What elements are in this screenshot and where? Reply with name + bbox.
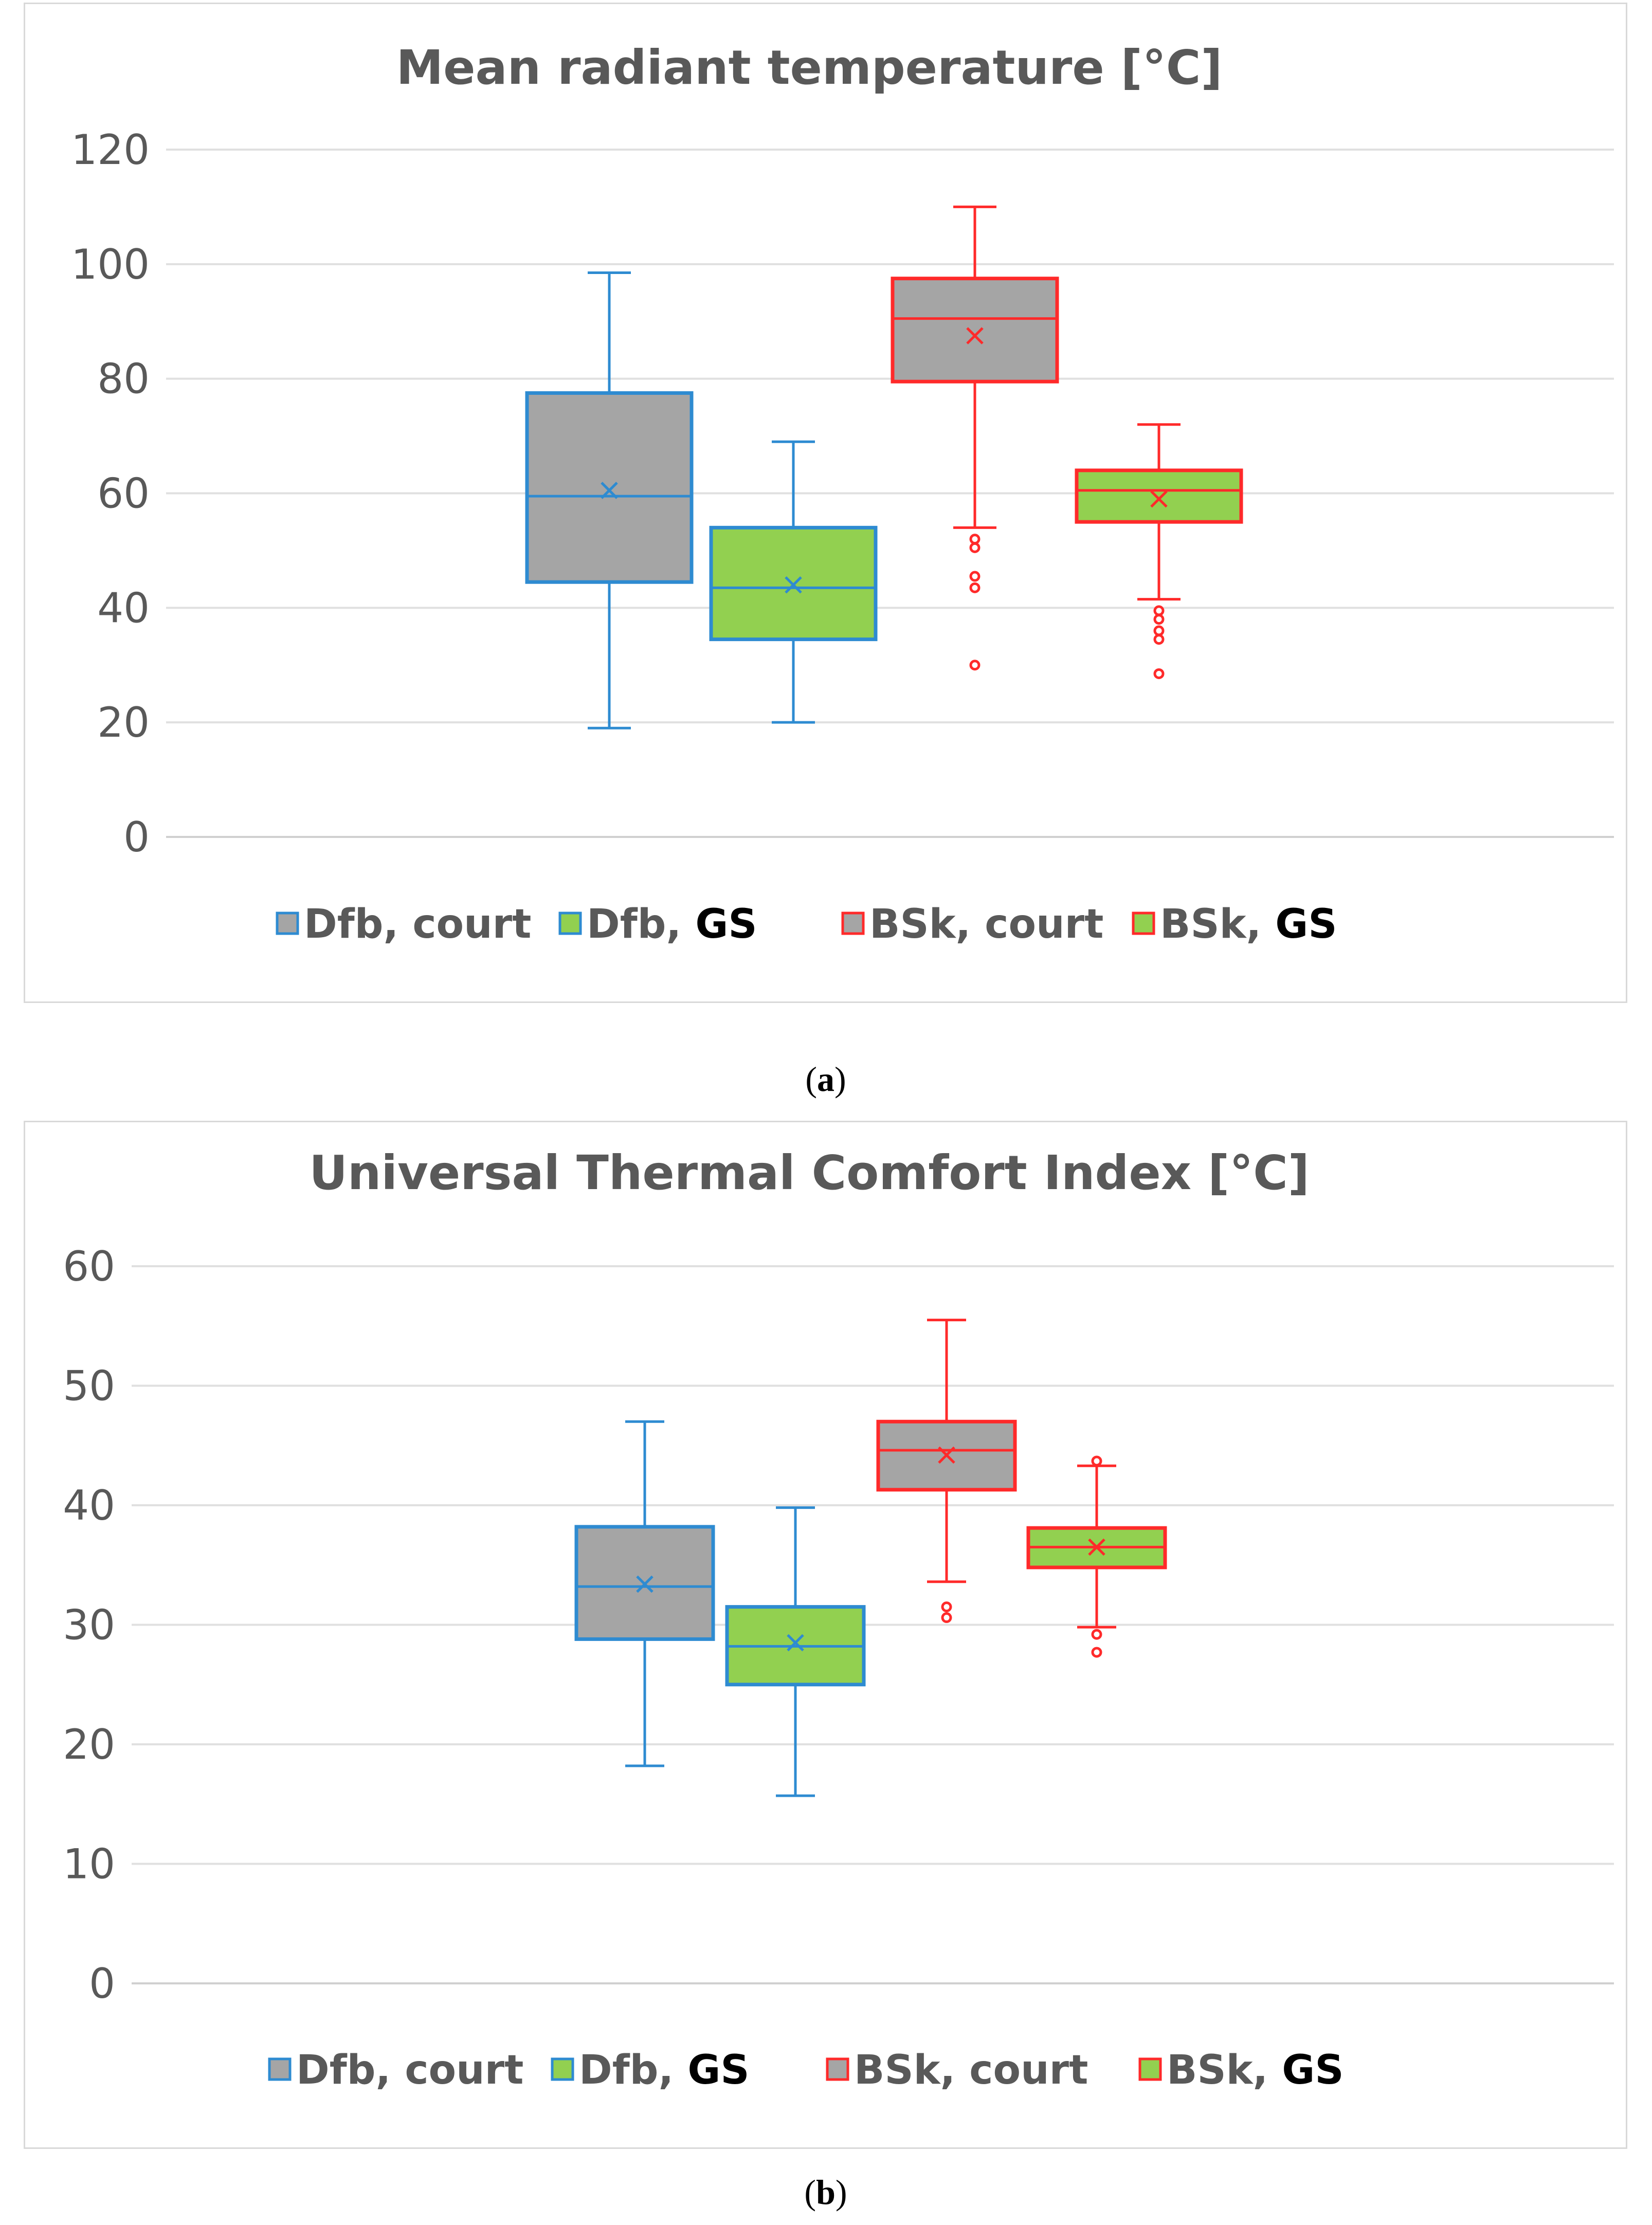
y-tick-label: 60 xyxy=(97,470,150,518)
caption-b: (b) xyxy=(804,2173,847,2212)
box-bsk-gs xyxy=(1075,423,1243,679)
outlier-point xyxy=(1091,1455,1102,1467)
box-dfb-court xyxy=(525,271,694,729)
chart-panel-a: Mean radiant temperature [°C] 0 20 40 60 80 1… xyxy=(24,3,1627,1003)
legend-label: BSk, court xyxy=(854,2047,1088,2093)
legend-label-sub: GS xyxy=(1282,2047,1344,2093)
box-dfb-gs xyxy=(725,1506,866,1797)
caption-letter: a xyxy=(817,1060,834,1099)
legend-label-sub: GS xyxy=(687,2047,749,2093)
outlier-point xyxy=(1153,634,1165,645)
legend-item: Dfb, court xyxy=(268,2047,523,2093)
legend-label-sub: court xyxy=(969,2047,1088,2093)
legend-label-main: BSk, xyxy=(869,901,985,947)
caption-letter: b xyxy=(816,2173,836,2212)
legend-label: Dfb, GS xyxy=(579,2047,750,2093)
legend-label-main: BSk, xyxy=(1160,901,1275,947)
legend-swatch xyxy=(1138,2057,1162,2081)
y-tick-label: 100 xyxy=(71,241,150,288)
legend-swatch xyxy=(276,911,299,935)
legend-label: BSk, GS xyxy=(1167,2047,1344,2093)
legend-label-main: Dfb, xyxy=(579,2047,687,2093)
legend-label-main: Dfb, xyxy=(304,901,412,947)
legend-label-sub: court xyxy=(985,901,1103,947)
y-tick-label: 40 xyxy=(97,584,150,632)
outlier-point xyxy=(1153,625,1165,636)
chart-title: Universal Thermal Comfort Index [°C] xyxy=(309,1145,1310,1200)
y-tick-label: 20 xyxy=(97,699,150,746)
mean-marker xyxy=(636,1575,653,1593)
legend-swatch xyxy=(1132,911,1155,935)
legend-swatch xyxy=(826,2057,849,2081)
legend-item: Dfb, court xyxy=(276,901,531,947)
mean-marker xyxy=(1150,490,1168,508)
y-tick-label: 10 xyxy=(63,1840,115,1888)
y-tick-label: 20 xyxy=(63,1721,115,1768)
chart-title: Mean radiant temperature [°C] xyxy=(396,40,1223,95)
iqr-box xyxy=(525,391,694,584)
legend-swatch xyxy=(841,911,865,935)
box-dfb-gs xyxy=(709,440,878,724)
legend-label-sub: court xyxy=(412,901,531,947)
outlier-point xyxy=(941,1601,952,1613)
mean-marker xyxy=(966,327,984,344)
y-tick-label: 0 xyxy=(123,813,150,861)
chart-b-svg: Universal Thermal Comfort Index [°C] 0 10… xyxy=(63,1145,1614,2093)
outlier-point xyxy=(941,1612,952,1624)
outlier-point xyxy=(1091,1647,1102,1658)
box-bsk-court xyxy=(891,205,1059,671)
legend-item: Dfb, GS xyxy=(558,901,757,947)
legend-item: Dfb, GS xyxy=(551,2047,750,2093)
legend-label: BSk, court xyxy=(869,901,1103,947)
caption-a: (a) xyxy=(805,1060,846,1099)
outlier-point xyxy=(1153,614,1165,625)
outlier-point xyxy=(1153,668,1165,679)
legend-label-sub: court xyxy=(405,2047,523,2093)
y-tick-label: 50 xyxy=(63,1362,115,1410)
legend-label: Dfb, court xyxy=(304,901,531,947)
legend-swatch xyxy=(558,911,582,935)
outlier-point xyxy=(1153,605,1165,616)
y-tick-label: 80 xyxy=(97,355,150,403)
iqr-box xyxy=(891,277,1059,384)
mean-marker xyxy=(787,1634,804,1652)
chart-a-svg: Mean radiant temperature [°C] 0 20 40 60 80 1… xyxy=(71,40,1614,947)
mean-marker xyxy=(1088,1538,1105,1556)
legend-label-sub: GS xyxy=(1275,901,1337,947)
chart-panel-b: Universal Thermal Comfort Index [°C] 0 10… xyxy=(24,1121,1627,2149)
legend-label-main: Dfb, xyxy=(296,2047,405,2093)
legend-swatch xyxy=(268,2057,292,2081)
y-tick-label: 60 xyxy=(63,1243,115,1290)
y-tick-label: 0 xyxy=(89,1960,115,2008)
y-tick-label: 120 xyxy=(71,126,150,174)
legend-item: BSk, court xyxy=(826,2047,1088,2093)
y-tick-label: 30 xyxy=(63,1601,115,1649)
legend-item: BSk, GS xyxy=(1132,901,1337,947)
box-bsk-court xyxy=(876,1319,1017,1624)
legend-label-main: BSk, xyxy=(1167,2047,1282,2093)
mean-marker xyxy=(785,576,802,594)
mean-marker xyxy=(938,1446,955,1464)
box-dfb-court xyxy=(574,1420,715,1767)
legend-item: BSk, GS xyxy=(1138,2047,1344,2093)
legend-swatch xyxy=(551,2057,574,2081)
legend-label-main: BSk, xyxy=(854,2047,969,2093)
legend-label: Dfb, court xyxy=(296,2047,523,2093)
legend-label: BSk, GS xyxy=(1160,901,1337,947)
outlier-point xyxy=(969,534,981,545)
outlier-point xyxy=(969,582,981,593)
legend-item: BSk, court xyxy=(841,901,1103,947)
box-bsk-gs xyxy=(1026,1455,1167,1658)
y-tick-label: 40 xyxy=(63,1482,115,1529)
mean-marker xyxy=(601,482,618,499)
outlier-point xyxy=(1091,1629,1102,1640)
outlier-point xyxy=(969,571,981,582)
outlier-point xyxy=(969,542,981,553)
iqr-box xyxy=(1075,468,1243,524)
legend-label: Dfb, GS xyxy=(587,901,757,947)
outlier-point xyxy=(969,660,981,671)
legend-label-sub: GS xyxy=(695,901,757,947)
legend-label-main: Dfb, xyxy=(587,901,695,947)
